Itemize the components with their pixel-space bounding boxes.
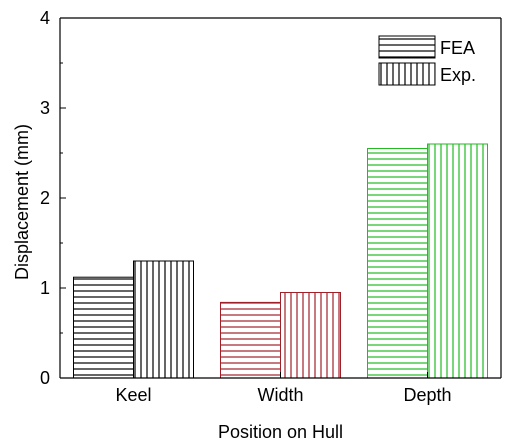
legend-label: Exp. — [440, 65, 476, 85]
bars-layer — [73, 143, 488, 379]
legend-label: FEA — [440, 38, 475, 58]
x-axis-title: Position on Hull — [218, 422, 343, 442]
legend: FEA Exp. — [378, 35, 476, 86]
x-tick-label: Depth — [403, 385, 451, 405]
axes-layer: Keel Width Depth 0 1 2 3 4 — [40, 8, 502, 405]
y-tick-label: 1 — [40, 278, 50, 298]
bar-depth-exp — [427, 143, 488, 379]
legend-swatch-exp — [378, 62, 436, 86]
bar-width-exp — [280, 292, 341, 379]
y-tick-label: 3 — [40, 98, 50, 118]
bar-keel-exp — [133, 260, 194, 379]
bar-keel-fea — [73, 276, 134, 379]
y-tick-label: 0 — [40, 368, 50, 388]
y-tick-label: 2 — [40, 188, 50, 208]
x-tick-label: Keel — [115, 385, 151, 405]
y-axis-title: Displacement (mm) — [12, 124, 32, 280]
y-tick-label: 4 — [40, 8, 50, 28]
bar-width-fea — [220, 301, 281, 379]
x-tick-label: Width — [257, 385, 303, 405]
bar-depth-fea — [367, 148, 428, 379]
legend-swatch-fea — [378, 35, 436, 59]
